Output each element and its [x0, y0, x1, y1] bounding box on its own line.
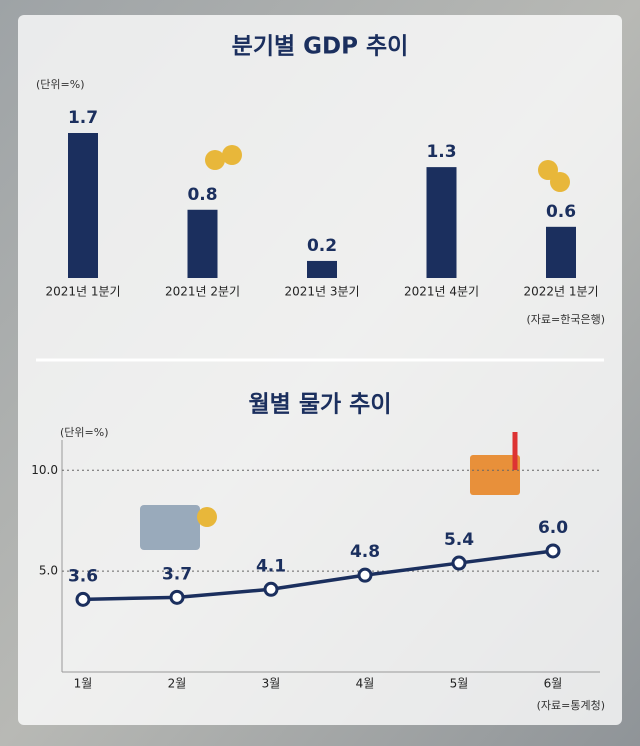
bar	[68, 133, 98, 278]
line	[82, 549, 554, 602]
value-label: 0.8	[187, 185, 217, 205]
value-label: 4.8	[350, 542, 380, 562]
value-label: 4.1	[256, 556, 286, 576]
x-tick-label: 2021년 1분기	[45, 285, 120, 299]
x-tick-label: 2021년 2분기	[165, 285, 240, 299]
marker	[451, 555, 467, 571]
value-label: 3.7	[162, 564, 192, 584]
panel	[18, 15, 622, 725]
x-tick-label: 2월	[168, 677, 187, 691]
chart-title: 월별 물가 추이	[249, 392, 392, 418]
source: (자료=통계청)	[537, 699, 605, 712]
marker	[263, 581, 279, 597]
value-label: 1.7	[68, 108, 98, 128]
marker	[357, 567, 373, 583]
unit-label: (단위=%)	[60, 426, 109, 439]
value-label: 5.4	[444, 530, 474, 550]
decoration	[140, 145, 570, 550]
x-tick-label: 1월	[74, 677, 93, 691]
x-tick-label: 5월	[450, 677, 469, 691]
bar	[426, 167, 457, 278]
x-tick-label: 2021년 3분기	[284, 285, 359, 299]
chart-title: 분기별 GDP 추이	[232, 34, 409, 60]
value-label: 0.6	[546, 202, 576, 222]
y-tick-label: 10.0	[31, 463, 58, 477]
y-tick-label: 5.0	[39, 564, 58, 578]
value-label: 6.0	[538, 518, 568, 538]
unit-label: (단위=%)	[36, 78, 85, 91]
bar	[187, 209, 218, 278]
source: (자료=한국은행)	[526, 313, 605, 326]
x-tick-label: 2022년 1분기	[523, 285, 598, 299]
marker	[169, 589, 185, 605]
value-label: 1.3	[426, 142, 456, 162]
bar	[546, 226, 576, 278]
value-label: 0.2	[307, 236, 337, 256]
marker	[545, 543, 561, 559]
marker	[75, 591, 91, 607]
bar	[307, 260, 337, 278]
x-tick-label: 4월	[356, 677, 375, 691]
x-tick-label: 3월	[262, 677, 281, 691]
value-label: 3.6	[68, 566, 98, 586]
x-tick-label: 6월	[544, 677, 563, 691]
x-tick-label: 2021년 4분기	[404, 285, 479, 299]
